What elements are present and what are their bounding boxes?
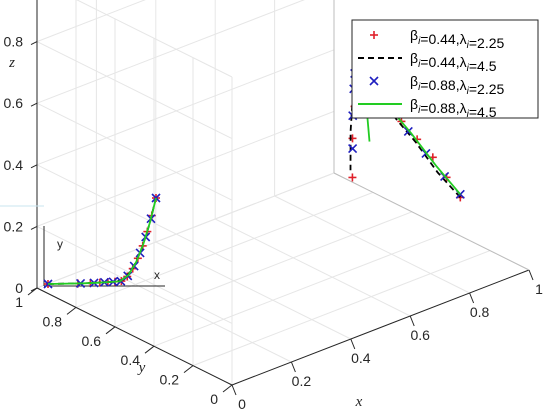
legend-text-part: β	[410, 73, 418, 89]
y-tick-mark	[183, 365, 194, 373]
legend-text-part: β	[410, 50, 418, 66]
gridline-floor-x	[214, 218, 411, 317]
z-tick-mark	[30, 287, 38, 292]
z-tick-label: 0	[15, 280, 23, 296]
gridline-floor-y	[36, 172, 335, 289]
legend-text-part: β	[410, 96, 418, 112]
z-tick-label: 0.4	[4, 157, 24, 173]
legend-box	[351, 19, 539, 119]
x-tick-mark	[469, 292, 475, 304]
x-axis-label: x	[355, 394, 363, 410]
legend-text-part: =2.25	[469, 81, 505, 97]
y-tick-label: 1	[15, 294, 23, 310]
z-tick-mark	[30, 41, 38, 46]
inset-series-line	[47, 197, 157, 285]
z-tick-mark	[30, 225, 38, 230]
gridline-floor-y	[114, 211, 413, 328]
legend-entry: βi=0.44,λi=2.25	[370, 27, 504, 51]
gridline-sidewall-z	[36, 41, 233, 140]
legend-subscript: i	[467, 40, 470, 51]
y-tick-mark	[105, 326, 116, 335]
legend-entry: βi=0.88,λi=2.25	[369, 73, 504, 97]
gridline-floor-x	[96, 264, 292, 363]
legend-text-part: =0.88,λ	[420, 100, 466, 116]
legend-text-part: β	[410, 27, 418, 43]
legend-subscript: i	[467, 63, 470, 74]
x-tick-mark	[528, 269, 534, 281]
y-tick-mark	[66, 307, 77, 315]
legend-label: βi=0.88,λi=2.25	[410, 73, 504, 97]
y-axis-line	[36, 287, 233, 386]
gridline-floor-y	[192, 250, 491, 367]
gridline-sidewall-z	[36, 225, 233, 324]
legend-text-part: =4.5	[469, 58, 497, 74]
legend-subscript: i	[418, 105, 421, 116]
gridline-backwall-z	[36, 49, 335, 166]
cross-marker	[455, 189, 465, 199]
y-tick-label: 0.2	[160, 372, 180, 388]
z-tick-mark	[30, 164, 38, 169]
legend-label: βi=0.88,λi=4.5	[410, 96, 497, 120]
legend-subscript: i	[467, 86, 470, 97]
x-tick-mark	[409, 315, 415, 327]
z-tick-mark	[30, 102, 38, 107]
x-tick-label: 0.2	[292, 373, 312, 389]
x-tick-label: 0.6	[410, 327, 430, 343]
legend-text-part: =0.88,λ	[420, 77, 466, 93]
gridline-sidewall-z	[76, 0, 233, 78]
gridline-floor-y	[153, 230, 452, 347]
x-tick-label: 0.8	[470, 304, 490, 320]
gridline-backwall-z	[36, 0, 146, 43]
inset-series-line	[47, 197, 157, 285]
y-tick-label: 0.6	[82, 333, 102, 349]
legend-subscript: i	[418, 82, 421, 93]
x-tick-label: 1	[535, 281, 543, 297]
x-tick-mark	[350, 338, 356, 350]
legend-text-part: =0.44,λ	[420, 31, 466, 47]
y-tick-label: 0	[210, 391, 218, 407]
legend-subscript: i	[418, 59, 421, 70]
x-tick-label: 0	[238, 396, 246, 412]
legend-text-part: =4.5	[469, 104, 497, 120]
floor-edge	[333, 172, 530, 271]
x-tick-mark	[290, 361, 296, 373]
legend-text-part: =0.44,λ	[420, 54, 466, 70]
legend-label: βi=0.44,λi=4.5	[410, 50, 497, 74]
legend-text-part: =2.25	[469, 35, 505, 51]
cross-marker	[369, 76, 379, 86]
z-tick-label: 0.2	[4, 218, 24, 234]
y-axis-label: y	[137, 360, 146, 376]
cross-marker	[348, 143, 358, 154]
legend-label: βi=0.44,λi=2.25	[410, 27, 504, 51]
x-axis-line	[231, 269, 530, 386]
gridline-backwall-z	[36, 110, 335, 227]
legend-entry: βi=0.44,λi=4.5	[358, 50, 497, 74]
gridline-sidewall-z	[36, 102, 233, 201]
inset-projection: yx	[0, 205, 165, 287]
y-tick-label: 0.8	[43, 313, 63, 329]
inset-x-label: x	[154, 268, 160, 282]
cross-marker	[403, 126, 413, 136]
y-tick-label: 0.4	[121, 352, 141, 368]
grid-layer	[36, 0, 530, 386]
legend-subscript: i	[467, 109, 470, 120]
legend[interactable]: βi=0.44,λi=2.25βi=0.44,λi=4.5βi=0.88,λi=…	[351, 19, 539, 120]
legend-subscript: i	[418, 36, 421, 47]
axis-layer: 00.20.40.60.8100.20.40.60.8100.20.40.60.…	[4, 0, 543, 412]
gridline-backwall-z	[36, 0, 305, 104]
legend-entry: βi=0.88,λi=4.5	[358, 96, 497, 120]
gridline-floor-y	[75, 191, 374, 308]
inset-y-label: y	[57, 237, 63, 251]
x-tick-label: 0.4	[351, 350, 371, 366]
x-tick-mark	[231, 384, 237, 396]
gridline-sidewall-z	[36, 164, 233, 263]
y-tick-mark	[222, 384, 233, 393]
gridline-floor-x	[155, 241, 352, 340]
z-tick-label: 0.6	[4, 95, 24, 111]
y-tick-mark	[144, 345, 155, 354]
gridline-floor-x	[274, 195, 470, 294]
z-tick-label: 0.8	[4, 34, 24, 50]
z-axis-label: z	[8, 55, 15, 71]
